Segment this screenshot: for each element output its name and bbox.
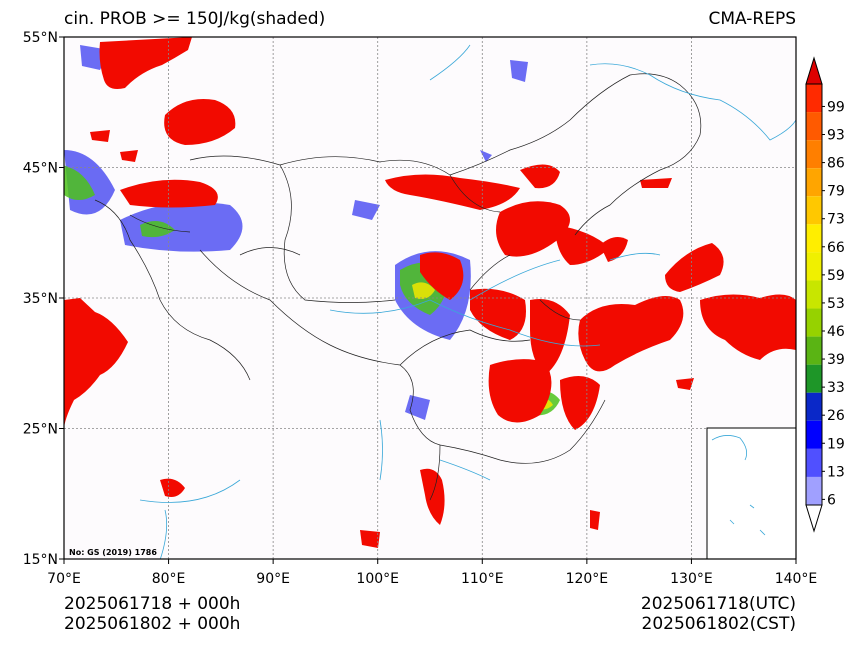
colorbar-segment — [806, 308, 822, 337]
init-time-cst: 2025061802 + 000h — [64, 614, 241, 634]
colorbar-label: 19 — [827, 436, 845, 452]
colorbar-label: 33 — [827, 380, 845, 396]
lon-tick-label: 130°E — [670, 571, 713, 587]
colorbar-label: 93 — [827, 128, 845, 144]
valid-time-cst: 2025061802(CST) — [641, 614, 796, 634]
lon-tick-label: 120°E — [566, 571, 609, 587]
rivers-coastlines — [139, 44, 796, 559]
colorbar-segment — [806, 280, 822, 309]
lon-tick-label: 70°E — [47, 571, 81, 587]
colorbar-segment — [806, 252, 822, 281]
lon-tick-label: 110°E — [461, 571, 504, 587]
colorbar-segment — [806, 448, 822, 477]
valid-time-utc: 2025061718(UTC) — [640, 594, 796, 614]
colorbar-label: 26 — [827, 408, 845, 424]
colorbar-label: 59 — [827, 268, 845, 284]
lon-tick-label: 140°E — [775, 571, 818, 587]
colorbar-label: 39 — [827, 352, 845, 368]
model-name: CMA-REPS — [708, 9, 796, 29]
gridlines — [64, 37, 796, 559]
lat-tick-label: 55°N — [23, 30, 58, 46]
colorbar-segment — [806, 420, 822, 449]
colorbar-label: 73 — [827, 212, 845, 228]
map-title: cin. PROB >= 150J/kg(shaded) — [64, 9, 326, 29]
colorbar-label: 53 — [827, 296, 845, 312]
forecast-times-left: 2025061718 + 000h 2025061802 + 000h — [64, 594, 240, 634]
colorbar-segment — [806, 112, 822, 141]
colorbar-segment — [806, 196, 822, 225]
colorbar-label: 66 — [827, 240, 845, 256]
lat-tick-label: 35°N — [23, 291, 58, 307]
colorbar-segment — [806, 364, 822, 393]
forecast-times-right: 2025061718(UTC) 2025061802(CST) — [641, 594, 796, 634]
lon-tick-label: 100°E — [356, 571, 399, 587]
map-approval-note: No: GS (2019) 1786 — [69, 548, 157, 557]
colorbar-segment — [806, 168, 822, 197]
colorbar-segment — [806, 476, 822, 505]
south-china-sea-inset — [706, 427, 797, 560]
colorbar-label: 79 — [827, 184, 845, 200]
boundaries — [94, 73, 702, 501]
colorbar-label: 13 — [827, 464, 845, 480]
colorbar-label: 86 — [827, 156, 845, 172]
colorbar-segment — [806, 224, 822, 253]
init-time-utc: 2025061718 + 000h — [64, 594, 241, 614]
colorbar-label: 46 — [827, 324, 845, 340]
lat-tick-label: 25°N — [23, 422, 58, 438]
colorbar-label: 99 — [827, 99, 845, 115]
colorbar-segment — [806, 140, 822, 169]
colorbar-frame — [805, 83, 823, 506]
colorbar-segment — [806, 392, 822, 421]
lat-tick-label: 45°N — [23, 161, 58, 177]
colorbar: 99 93 86 79 73 66 59 53 46 39 33 26 19 13 6 — [805, 56, 845, 533]
lon-tick-label: 90°E — [256, 571, 290, 587]
inset-islands — [711, 435, 766, 536]
colorbar-segment — [806, 84, 822, 113]
colorbar-min-arrow — [805, 504, 823, 533]
colorbar-segment — [806, 336, 822, 365]
lon-tick-label: 80°E — [152, 571, 186, 587]
axis-ticks: 70°E 80°E 90°E 100°E 110°E 120°E 130°E 140°E 55°… — [23, 30, 818, 587]
lat-tick-label: 15°N — [23, 552, 58, 568]
colorbar-max-arrow — [805, 56, 823, 85]
colorbar-label: 6 — [827, 492, 836, 508]
